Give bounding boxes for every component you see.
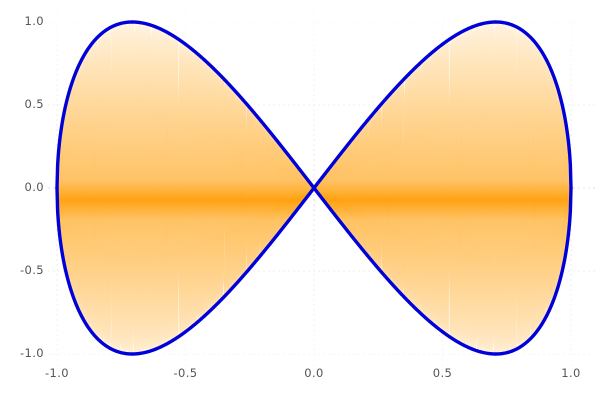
y-axis-tick-label: 0.5 — [24, 97, 44, 111]
x-axis-tick-label: 0.0 — [304, 366, 324, 380]
envelope-segment-3 — [312, 186, 573, 356]
y-axis-tick-label: 1.0 — [24, 14, 44, 28]
y-axis-tick-label: -0.5 — [19, 263, 44, 277]
y-axis-tick-label: 0.0 — [24, 180, 44, 194]
x-axis-tick-label: 0.5 — [432, 366, 453, 380]
envelope-segment-1 — [55, 186, 316, 356]
x-axis-tick-label: -0.5 — [173, 366, 198, 380]
envelope-segment-2 — [312, 20, 573, 190]
envelope-segment-0 — [55, 20, 316, 190]
y-axis-tick-label: -1.0 — [19, 346, 44, 360]
x-axis-tick-label: -1.0 — [44, 366, 70, 380]
envelope-curve — [55, 20, 573, 356]
x-axis-tick-label: 1.0 — [561, 366, 581, 380]
